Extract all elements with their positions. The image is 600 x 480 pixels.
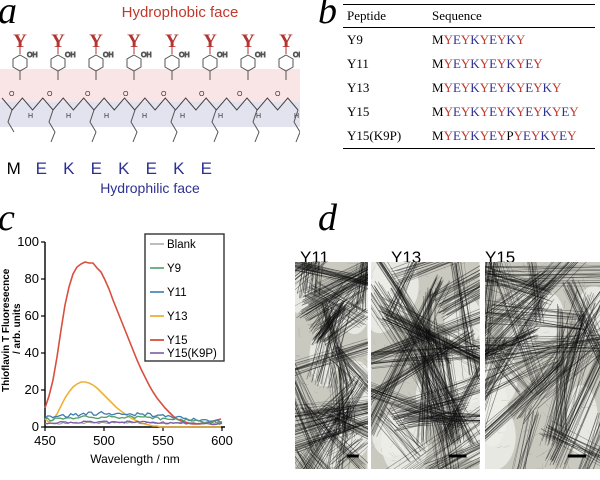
svg-text:OH: OH xyxy=(217,52,228,59)
svg-text:Y: Y xyxy=(89,31,103,52)
svg-text:OH: OH xyxy=(27,52,38,59)
svg-text:60: 60 xyxy=(25,308,39,323)
svg-text:O: O xyxy=(85,91,91,98)
svg-text:20: 20 xyxy=(25,382,39,397)
svg-text:Y9: Y9 xyxy=(167,263,181,275)
svg-text:Y: Y xyxy=(127,31,141,52)
svg-text:O: O xyxy=(275,91,281,98)
svg-text:Y: Y xyxy=(203,31,217,52)
svg-text:H: H xyxy=(66,113,71,120)
svg-text:OH: OH xyxy=(293,52,300,59)
svg-text:40: 40 xyxy=(25,345,39,360)
svg-text:500: 500 xyxy=(93,433,115,448)
svg-text:Y: Y xyxy=(279,31,293,52)
svg-text:O: O xyxy=(199,91,205,98)
svg-text:H: H xyxy=(256,113,261,120)
svg-text:O: O xyxy=(161,91,167,98)
svg-text:600: 600 xyxy=(211,433,233,448)
svg-text:OH: OH xyxy=(65,52,76,59)
svg-text:O: O xyxy=(237,91,243,98)
svg-text:Blank: Blank xyxy=(167,239,196,251)
svg-text:Y: Y xyxy=(13,31,27,52)
svg-text:Y11: Y11 xyxy=(167,287,187,299)
svg-text:OH: OH xyxy=(103,52,114,59)
svg-text:OH: OH xyxy=(141,52,152,59)
svg-text:Y: Y xyxy=(165,31,179,52)
svg-text:Y15(K9P): Y15(K9P) xyxy=(167,348,217,360)
svg-text:O: O xyxy=(47,91,53,98)
svg-text:O: O xyxy=(9,91,15,98)
svg-text:Wavelength / nm: Wavelength / nm xyxy=(90,452,180,466)
svg-text:100: 100 xyxy=(17,234,39,249)
svg-text:H: H xyxy=(28,113,33,120)
svg-text:550: 550 xyxy=(152,433,174,448)
svg-text:OH: OH xyxy=(179,52,190,59)
svg-text:OH: OH xyxy=(255,52,266,59)
svg-text:Y: Y xyxy=(51,31,65,52)
svg-text:H: H xyxy=(180,113,185,120)
svg-text:Y13: Y13 xyxy=(167,311,187,323)
svg-text:450: 450 xyxy=(34,433,56,448)
svg-text:O: O xyxy=(123,91,129,98)
svg-text:Y15: Y15 xyxy=(167,335,187,347)
svg-text:H: H xyxy=(104,113,109,120)
svg-text:0: 0 xyxy=(32,419,39,434)
svg-text:80: 80 xyxy=(25,271,39,286)
svg-text:Y: Y xyxy=(241,31,255,52)
svg-text:H: H xyxy=(218,113,223,120)
svg-text:H: H xyxy=(142,113,147,120)
